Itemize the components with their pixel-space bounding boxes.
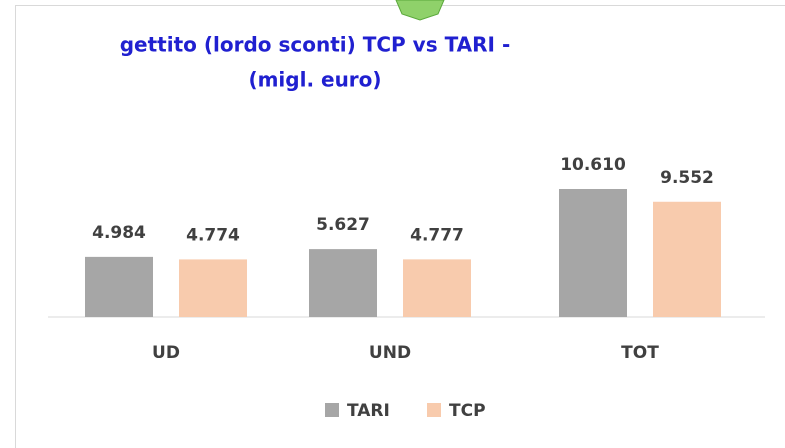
title-line: (migl. euro) <box>248 68 381 92</box>
bar <box>179 259 247 317</box>
data-label: 4.777 <box>410 225 464 245</box>
legend-label: TARI <box>347 401 390 421</box>
bar <box>309 249 377 317</box>
x-tick-label: UND <box>369 343 411 363</box>
bar <box>85 256 153 317</box>
data-label: 9.552 <box>660 168 714 188</box>
title-line: gettito (lordo sconti) TCP vs TARI - <box>120 33 511 57</box>
bar <box>559 189 627 317</box>
data-label: 10.610 <box>560 155 626 175</box>
chart-title: gettito (lordo sconti) TCP vs TARI - (mig… <box>120 33 511 92</box>
data-label: 5.627 <box>316 215 370 235</box>
decoration <box>395 0 445 21</box>
data-label: 4.774 <box>186 225 240 245</box>
x-tick-label: UD <box>152 343 180 363</box>
x-tick-label: TOT <box>621 343 659 363</box>
bar <box>403 259 471 317</box>
data-label: 4.984 <box>92 223 146 243</box>
legend-label: TCP <box>449 401 486 421</box>
bar <box>653 201 721 317</box>
legend-swatch <box>325 403 339 417</box>
legend-swatch <box>427 403 441 417</box>
